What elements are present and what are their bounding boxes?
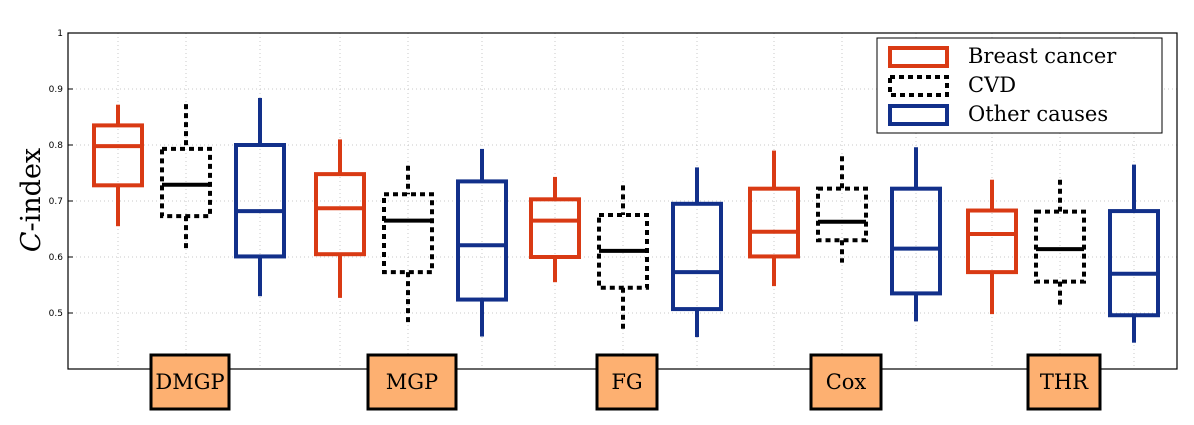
- group-label-mgp: MGP: [366, 353, 458, 411]
- group-label-box: [1026, 353, 1102, 411]
- iqr-box: [748, 186, 800, 259]
- box-cox: [890, 147, 942, 322]
- iqr-box: [1034, 209, 1086, 284]
- y-tick-label: 0.5: [49, 309, 63, 319]
- iqr-box: [529, 197, 581, 260]
- legend: Breast cancer CVD Other causes: [876, 37, 1163, 134]
- y-tick-label: 0.9: [49, 85, 64, 95]
- box-series-layer: [92, 97, 1160, 343]
- iqr-box: [456, 179, 508, 302]
- group-label-dmgp: DMGP: [149, 353, 231, 411]
- group-label-box: [149, 353, 231, 411]
- y-tick-label: 0.8: [49, 141, 64, 151]
- group-label-fg: FG: [595, 353, 659, 411]
- legend-swatch: [888, 104, 949, 126]
- legend-label: Breast cancer: [968, 44, 1117, 68]
- group-labels: DMGP MGP FG Cox THR: [149, 353, 1102, 411]
- iqr-box: [160, 146, 212, 219]
- box-thr: [1108, 164, 1160, 343]
- legend-box: [876, 37, 1163, 134]
- y-axis-label: C-index: [16, 148, 47, 252]
- box-thr: [966, 179, 1018, 315]
- box-mgp: [456, 148, 508, 337]
- group-label-box: [809, 353, 883, 411]
- box-dmgp: [160, 104, 212, 252]
- legend-label: CVD: [968, 73, 1016, 97]
- group-label-text: Cox: [826, 370, 867, 394]
- y-tick-label: 1: [57, 29, 63, 39]
- iqr-box: [314, 172, 366, 257]
- y-tick-label: 0.6: [49, 253, 64, 263]
- legend-entry: CVD: [888, 73, 1016, 97]
- iqr-box: [92, 123, 144, 188]
- group-label-cox: Cox: [809, 353, 883, 411]
- y-axis-label-symbol: C: [16, 231, 47, 252]
- legend-swatch: [888, 46, 949, 68]
- box-fg: [597, 185, 649, 330]
- legend-label: Other causes: [968, 102, 1108, 126]
- legend-swatch: [888, 75, 949, 97]
- series-cvd: [160, 104, 1086, 330]
- iqr-box: [966, 208, 1018, 275]
- group-label-text: MGP: [386, 370, 438, 394]
- group-label-box: [595, 353, 659, 411]
- box-thr: [1034, 179, 1086, 307]
- series-breast-cancer: [92, 104, 1018, 315]
- group-label-text: DMGP: [155, 370, 224, 394]
- series-other-causes: [234, 97, 1160, 343]
- group-label-box: [366, 353, 458, 411]
- y-tick-label: 0.7: [49, 197, 63, 207]
- group-label-text: THR: [1040, 370, 1089, 394]
- group-label-thr: THR: [1026, 353, 1102, 411]
- y-axis-ticks: 0.5 0.6 0.7 0.8 0.9 1: [49, 29, 73, 319]
- box-cox: [748, 150, 800, 287]
- box-fg: [529, 176, 581, 283]
- iqr-box: [816, 186, 868, 243]
- box-cox: [816, 156, 868, 263]
- iqr-box: [234, 143, 286, 259]
- box-dmgp: [92, 104, 144, 227]
- group-label-text: FG: [611, 370, 642, 394]
- iqr-box: [890, 186, 942, 296]
- box-dmgp: [234, 97, 286, 297]
- iqr-box: [1108, 209, 1160, 318]
- box-mgp: [382, 165, 434, 326]
- y-axis-label-rest: -index: [16, 148, 47, 232]
- box-fg: [671, 167, 723, 338]
- iqr-box: [671, 201, 723, 312]
- box-mgp: [314, 139, 366, 298]
- legend-entry: Other causes: [888, 102, 1108, 126]
- legend-entry: Breast cancer: [888, 44, 1117, 68]
